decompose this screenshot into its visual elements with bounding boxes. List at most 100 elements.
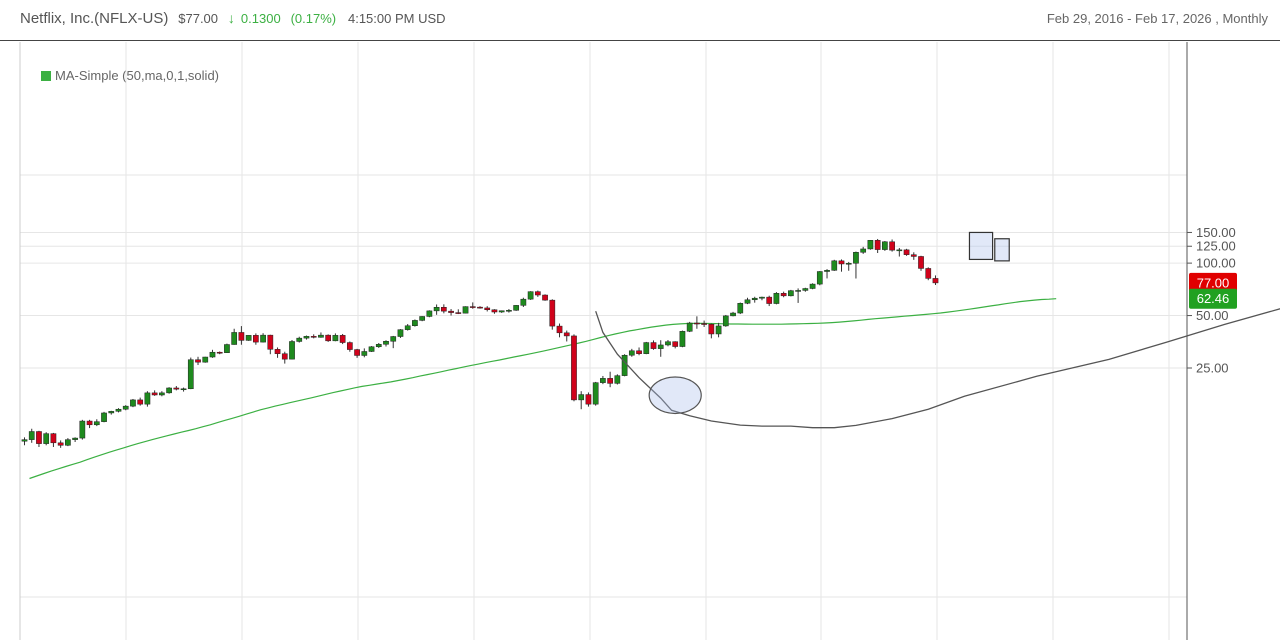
candle-body bbox=[571, 335, 577, 401]
candle-body bbox=[737, 303, 744, 314]
candle-body bbox=[585, 394, 592, 405]
candle-body bbox=[375, 344, 382, 348]
candle bbox=[816, 271, 823, 286]
candle-body bbox=[115, 408, 122, 412]
candle bbox=[260, 333, 266, 343]
candle-body bbox=[318, 334, 324, 338]
candle bbox=[108, 410, 115, 415]
candle bbox=[115, 408, 122, 413]
candle-body bbox=[383, 341, 389, 345]
candle-body bbox=[491, 309, 498, 313]
candle-body bbox=[788, 290, 794, 297]
candle bbox=[686, 321, 693, 333]
candle bbox=[433, 304, 440, 315]
candle-body bbox=[137, 399, 144, 405]
candle bbox=[245, 335, 252, 341]
candle bbox=[918, 255, 924, 271]
axis-tick-label: 150.00 bbox=[1196, 225, 1236, 240]
candle-body bbox=[867, 240, 874, 250]
candle bbox=[209, 349, 216, 358]
ellipse-annotation bbox=[648, 376, 702, 415]
candle bbox=[238, 326, 245, 345]
ma-legend[interactable]: MA-Simple (50,ma,0,1,solid) bbox=[41, 68, 219, 83]
candle-body bbox=[404, 325, 411, 330]
candle-body bbox=[809, 283, 816, 289]
candle-body bbox=[831, 260, 838, 271]
candle bbox=[426, 310, 433, 318]
candle bbox=[462, 306, 469, 314]
candle-body bbox=[43, 433, 50, 444]
candle bbox=[195, 356, 201, 366]
ma-value-badge-bg bbox=[1189, 288, 1237, 309]
candle bbox=[882, 241, 888, 251]
candle bbox=[867, 240, 874, 250]
candle bbox=[600, 375, 606, 385]
candle bbox=[549, 299, 556, 330]
candle bbox=[838, 259, 845, 272]
candle-body bbox=[195, 359, 201, 363]
candle-body bbox=[159, 392, 165, 396]
candle bbox=[361, 348, 368, 358]
candle-body bbox=[187, 359, 194, 390]
candle bbox=[368, 346, 375, 352]
candle bbox=[383, 340, 389, 347]
candle bbox=[607, 371, 613, 388]
candle-body bbox=[578, 394, 585, 401]
chart-header: Netflix, Inc.(NFLX-US) $77.00 ↓ 0.1300 (0… bbox=[0, 0, 1280, 41]
candle bbox=[101, 411, 107, 423]
candle-body bbox=[325, 334, 332, 342]
down-arrow-icon: ↓ bbox=[227, 10, 235, 26]
candle bbox=[354, 348, 360, 358]
candle-body bbox=[245, 335, 252, 341]
cup-annotation bbox=[595, 308, 1280, 429]
candle-body bbox=[715, 325, 722, 335]
candle bbox=[556, 323, 563, 338]
candle-body bbox=[549, 299, 556, 327]
candle-body bbox=[932, 278, 939, 284]
candle bbox=[375, 342, 382, 348]
candle bbox=[484, 306, 491, 312]
candle-body bbox=[347, 342, 353, 350]
candle bbox=[585, 392, 592, 407]
candle bbox=[896, 247, 903, 257]
candle-body bbox=[108, 411, 115, 414]
candle-body bbox=[289, 341, 295, 360]
candle-body bbox=[874, 240, 881, 250]
quote-time: 4:15:00 PM USD bbox=[347, 11, 446, 26]
symbol-title: Netflix, Inc.(NFLX-US) bbox=[20, 10, 169, 27]
candle bbox=[498, 310, 505, 313]
candle-body bbox=[498, 310, 505, 313]
candle bbox=[339, 333, 346, 345]
candle bbox=[159, 391, 165, 397]
candle-body bbox=[50, 433, 57, 444]
candle bbox=[289, 339, 295, 360]
candle-body bbox=[506, 310, 512, 312]
candle bbox=[267, 334, 274, 355]
candle bbox=[578, 391, 585, 410]
candle bbox=[65, 438, 71, 447]
candle-body bbox=[332, 335, 339, 342]
candle bbox=[303, 335, 310, 340]
candle bbox=[224, 343, 230, 353]
candle bbox=[318, 332, 324, 338]
candle-body bbox=[361, 351, 368, 356]
candle bbox=[636, 347, 642, 356]
box-annotation bbox=[968, 231, 994, 261]
candle bbox=[93, 419, 100, 427]
candle bbox=[874, 238, 881, 254]
candle-body bbox=[224, 344, 230, 353]
candle-body bbox=[592, 382, 599, 405]
candle-body bbox=[180, 388, 187, 391]
box-annotation bbox=[994, 238, 1010, 262]
candle bbox=[925, 267, 932, 281]
candle-body bbox=[722, 315, 729, 327]
candle bbox=[903, 248, 910, 256]
candle bbox=[751, 296, 758, 303]
ma-series-line bbox=[29, 298, 1057, 480]
candle bbox=[173, 386, 180, 391]
grid bbox=[19, 42, 1187, 640]
candle bbox=[390, 335, 397, 349]
candle bbox=[679, 330, 686, 348]
candle bbox=[455, 309, 462, 315]
